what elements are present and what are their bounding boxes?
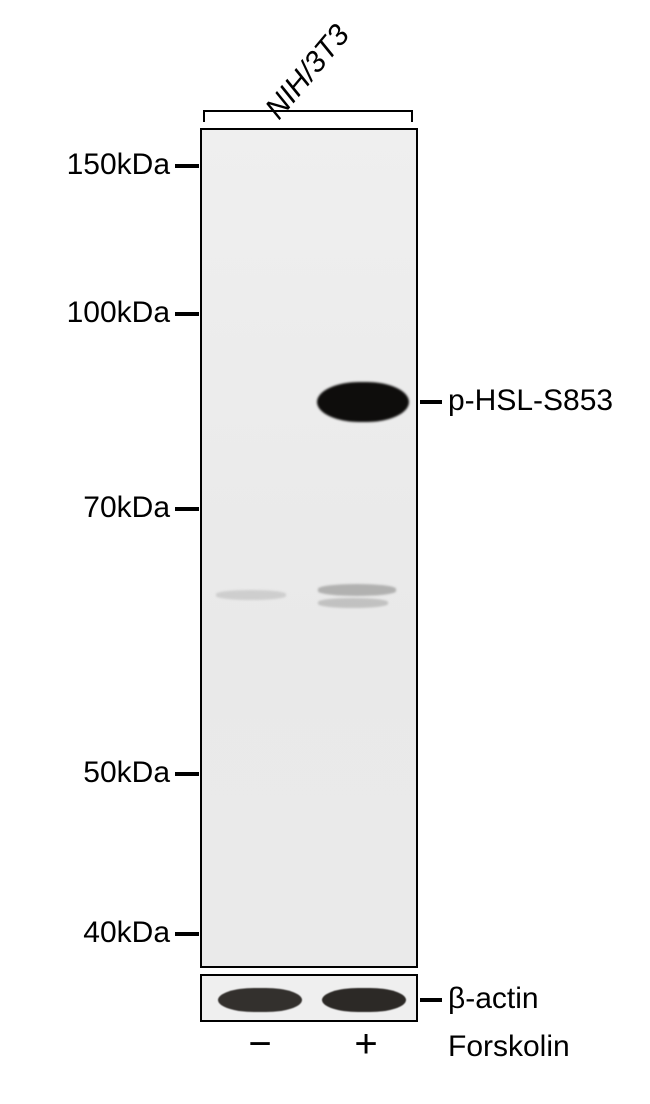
condition-symbol-minus: − <box>240 1024 280 1064</box>
condition-symbol-plus: + <box>346 1024 386 1064</box>
loading-blot-frame <box>200 974 418 1022</box>
mw-tick-150 <box>175 164 199 168</box>
mw-label-70: 70kDa <box>83 491 170 525</box>
mw-tick-40 <box>175 932 199 936</box>
mw-tick-70 <box>175 507 199 511</box>
mw-label-50: 50kDa <box>83 756 170 790</box>
band-faint-plus-2 <box>318 598 388 608</box>
annotation-tick-actin <box>420 998 442 1002</box>
main-blot-frame <box>200 128 418 968</box>
band-phsl-s853 <box>317 382 409 422</box>
mw-tick-100 <box>175 312 199 316</box>
mw-label-150: 150kDa <box>67 148 170 182</box>
treatment-label: Forskolin <box>448 1030 570 1064</box>
annotation-tick-phsl <box>420 400 442 404</box>
band-faint-plus-1 <box>318 584 396 596</box>
annotation-label-actin: β-actin <box>448 982 539 1016</box>
mw-label-40: 40kDa <box>83 916 170 950</box>
annotation-label-phsl: p-HSL-S853 <box>448 384 613 418</box>
mw-tick-50 <box>175 772 199 776</box>
sample-bracket <box>203 110 413 112</box>
band-beta-actin-minus <box>218 988 302 1012</box>
band-faint-minus <box>216 590 286 600</box>
western-blot-figure: NIH/3T3 150kDa 100kDa 70kDa 50kDa 40kDa … <box>0 0 650 1104</box>
main-blot-background <box>202 130 416 966</box>
band-beta-actin-plus <box>322 988 406 1012</box>
mw-label-100: 100kDa <box>67 296 170 330</box>
